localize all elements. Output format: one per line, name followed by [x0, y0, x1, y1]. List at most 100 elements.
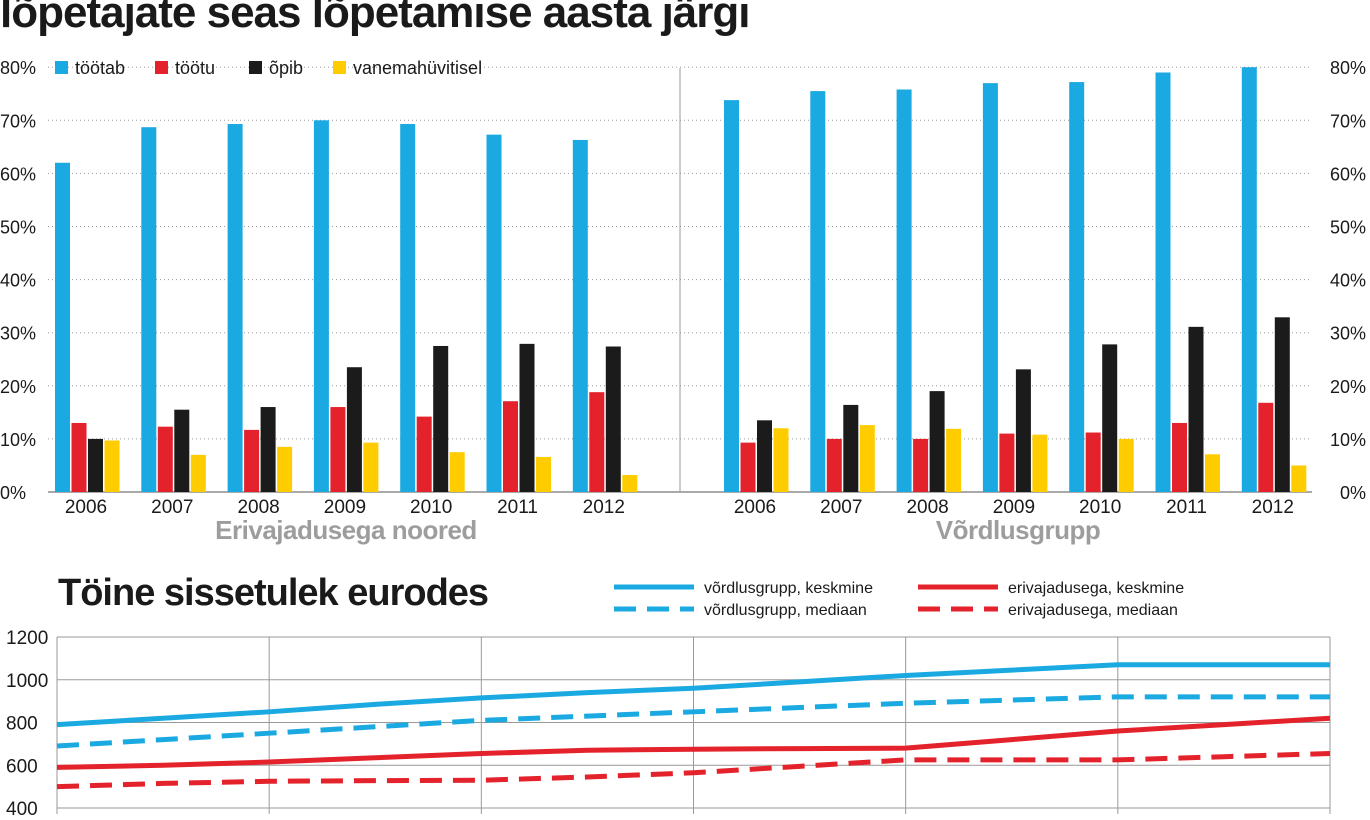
legend-label-vanemahuvitisel: vanemahüvitisel [353, 58, 482, 78]
bar-vordlusgrupp-vanemahuvitisel-2006 [773, 428, 789, 492]
x-tick-label-2012: 2012 [583, 497, 625, 518]
bar-vordlusgrupp-tootab-2008 [896, 89, 912, 492]
x-tick-label-2011: 2011 [1166, 497, 1207, 518]
bar-vordlusgrupp-tootu-2011 [1172, 422, 1187, 492]
y-tick-label-right: 70% [1330, 111, 1366, 131]
bar-vordlusgrupp-tootu-2007 [826, 438, 842, 492]
bar-erivajadusega-noored-tootu-2006 [71, 422, 87, 492]
bar-vordlusgrupp-vanemahuvitisel-2008 [946, 428, 962, 492]
bar-vordlusgrupp-tootab-2012 [1241, 67, 1257, 492]
bar-erivajadusega-noored-tootab-2009 [313, 120, 329, 493]
bar-erivajadusega-noored-vanemahuvitisel-2006 [104, 440, 120, 492]
group-label-erivajadusega-noored: Erivajadusega noored [215, 515, 477, 545]
bar-vordlusgrupp-tootab-2006 [724, 100, 739, 492]
bar-erivajadusega-noored-opib-2007 [174, 409, 190, 492]
y-tick-label-left: 10% [0, 430, 36, 450]
bar-erivajadusega-noored-vanemahuvitisel-2012 [622, 475, 638, 492]
bar-erivajadusega-noored-tootu-2011 [503, 401, 518, 492]
legend-swatch-vanemahuvitisel [333, 61, 346, 74]
group-label-vordlusgrupp: Võrdlusgrupp [936, 515, 1100, 545]
series-line-vordlusgrupp-keskmine [56, 662, 1330, 728]
x-tick-label-2007: 2007 [820, 497, 862, 518]
income-chart-title: Töine sissetulek eurodes [58, 572, 489, 614]
x-tick-label-2011: 2011 [497, 497, 538, 518]
bar-erivajadusega-noored-tootab-2006 [55, 162, 70, 492]
bar-erivajadusega-noored-opib-2011 [519, 343, 535, 492]
y-tick-label-right: 40% [1330, 271, 1366, 291]
y-tick-label-right: 50% [1330, 218, 1366, 238]
bar-erivajadusega-noored-tootu-2007 [157, 426, 173, 492]
bar-vordlusgrupp-tootu-2010 [1085, 432, 1101, 492]
line-y-tick-label: 400 [6, 799, 38, 820]
main-title: lõpetajate seas lõpetamise aasta järgi [0, 0, 750, 37]
y-tick-label-right: 80% [1330, 58, 1366, 78]
bar-erivajadusega-noored-vanemahuvitisel-2009 [363, 442, 379, 492]
x-tick-label-2009: 2009 [993, 497, 1035, 518]
bar-erivajadusega-noored-vanemahuvitisel-2011 [536, 456, 551, 492]
bar-erivajadusega-noored-tootab-2008 [227, 124, 243, 492]
legend-label-opib: õpib [269, 58, 303, 78]
y-tick-label-right: 30% [1330, 324, 1366, 344]
x-tick-label-2009: 2009 [324, 497, 366, 518]
bar-vordlusgrupp-vanemahuvitisel-2011 [1205, 454, 1220, 492]
bar-erivajadusega-noored-tootab-2012 [572, 139, 588, 492]
bar-vordlusgrupp-opib-2012 [1274, 317, 1290, 492]
bar-vordlusgrupp-tootab-2007 [810, 91, 826, 492]
series-line-vordlusgrupp-mediaan [56, 694, 1330, 749]
series-line-erivajadusega-keskmine [56, 715, 1331, 770]
bar-erivajadusega-noored-tootab-2010 [400, 124, 416, 492]
x-tick-label-2008: 2008 [237, 497, 279, 518]
bar-erivajadusega-noored-opib-2012 [605, 346, 621, 492]
legend-swatch-opib [249, 61, 262, 74]
bar-vordlusgrupp-vanemahuvitisel-2010 [1118, 438, 1134, 492]
legend-label-erivajadusega-mediaan: erivajadusega, mediaan [1008, 602, 1178, 619]
bar-vordlusgrupp-vanemahuvitisel-2007 [859, 425, 875, 492]
y-tick-label-left: 20% [0, 377, 36, 397]
y-tick-label-left: 30% [0, 324, 36, 344]
x-tick-label-2007: 2007 [151, 497, 193, 518]
bar-vordlusgrupp-opib-2011 [1188, 326, 1204, 492]
y-tick-label-left: 50% [0, 218, 36, 238]
bar-erivajadusega-noored-opib-2010 [433, 345, 449, 492]
bar-erivajadusega-noored-tootu-2010 [416, 416, 432, 492]
y-tick-label-right: 10% [1330, 430, 1366, 450]
bar-vordlusgrupp-tootu-2009 [999, 433, 1015, 492]
bar-vordlusgrupp-opib-2008 [929, 391, 945, 492]
y-tick-label-left: 70% [0, 111, 36, 131]
bar-vordlusgrupp-tootab-2010 [1069, 82, 1085, 493]
bar-vordlusgrupp-tootab-2011 [1155, 72, 1171, 492]
bar-vordlusgrupp-tootu-2008 [913, 438, 929, 492]
bar-erivajadusega-noored-vanemahuvitisel-2008 [277, 446, 293, 492]
bar-erivajadusega-noored-tootu-2012 [589, 392, 605, 492]
x-tick-label-2012: 2012 [1252, 497, 1294, 518]
bar-vordlusgrupp-opib-2010 [1102, 344, 1118, 492]
bar-vordlusgrupp-tootu-2006 [740, 442, 756, 492]
y-tick-label-left: 40% [0, 271, 36, 291]
legend-label-tootab: töötab [75, 58, 125, 78]
x-tick-label-2006: 2006 [734, 497, 776, 518]
x-tick-label-2008: 2008 [906, 497, 948, 518]
legend-label-erivajadusega-keskmine: erivajadusega, keskmine [1008, 580, 1184, 597]
x-tick-label-2006: 2006 [65, 497, 107, 518]
x-tick-label-2010: 2010 [410, 497, 452, 518]
y-tick-label-left: 80% [0, 58, 36, 78]
y-tick-label-left: 60% [0, 164, 36, 184]
bar-erivajadusega-noored-tootu-2009 [330, 407, 346, 492]
bar-vordlusgrupp-tootu-2012 [1258, 402, 1274, 492]
y-tick-label-left: 0% [0, 483, 26, 503]
series-line-erivajadusega-mediaan [56, 750, 1331, 790]
line-y-tick-label: 600 [6, 756, 38, 777]
bar-erivajadusega-noored-tootab-2007 [141, 127, 157, 492]
y-tick-label-right: 0% [1340, 483, 1366, 503]
bar-vordlusgrupp-tootab-2009 [982, 83, 998, 492]
bar-vordlusgrupp-opib-2006 [757, 420, 772, 492]
y-tick-label-right: 60% [1330, 164, 1366, 184]
legend-label-vordlusgrupp-mediaan: võrdlusgrupp, mediaan [704, 602, 867, 619]
legend-swatch-tootab [55, 61, 68, 74]
bar-erivajadusega-noored-tootab-2011 [486, 134, 502, 492]
bar-erivajadusega-noored-vanemahuvitisel-2010 [449, 452, 465, 492]
legend-label-tootu: töötu [175, 58, 215, 78]
line-y-tick-label: 1200 [6, 628, 48, 649]
